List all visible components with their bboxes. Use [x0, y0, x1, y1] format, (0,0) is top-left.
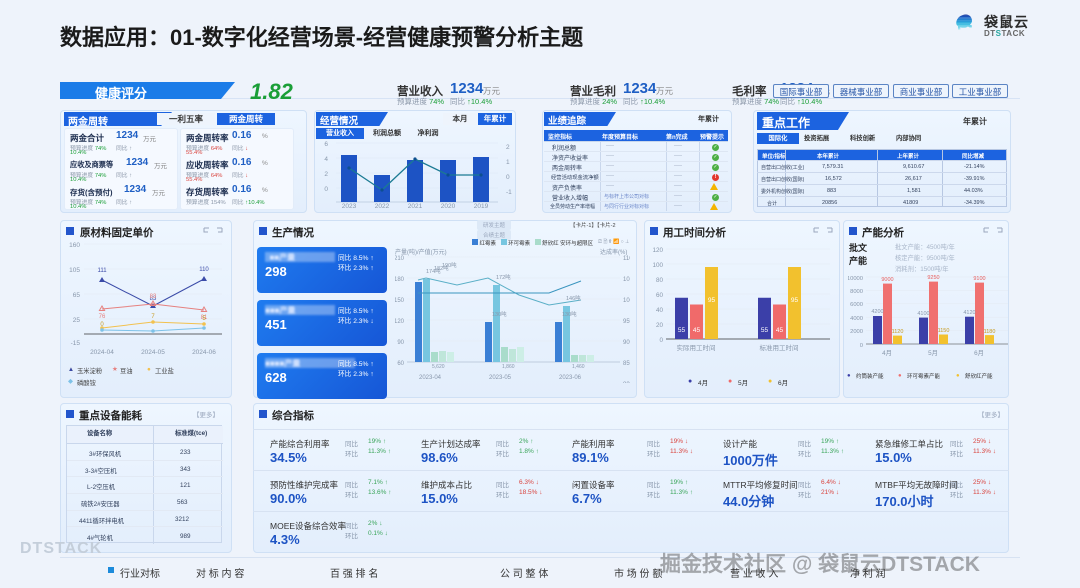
svg-text:0: 0 [659, 337, 663, 344]
svg-text:0: 0 [860, 343, 863, 349]
svg-text:0: 0 [324, 186, 328, 193]
svg-text:110: 110 [199, 267, 209, 273]
svg-text:80: 80 [656, 277, 664, 284]
svg-text:130吨: 130吨 [492, 310, 507, 318]
svg-text:95%: 95% [623, 319, 630, 325]
svg-text:40: 40 [656, 307, 664, 314]
svg-text:2024-05: 2024-05 [141, 349, 165, 356]
svg-text:110%: 110% [623, 256, 630, 262]
svg-text:0: 0 [506, 174, 510, 181]
svg-text:105%: 105% [623, 277, 630, 283]
svg-text:1180: 1180 [984, 329, 996, 335]
svg-text:2023: 2023 [342, 203, 357, 209]
svg-text:95: 95 [708, 297, 716, 304]
svg-text:9250: 9250 [927, 275, 939, 281]
svg-text:90: 90 [397, 340, 404, 346]
svg-text:25: 25 [73, 317, 81, 324]
svg-text:4100: 4100 [917, 311, 929, 317]
svg-text:120: 120 [652, 247, 663, 254]
svg-text:83: 83 [150, 294, 157, 300]
svg-text:-1: -1 [506, 189, 512, 196]
svg-text:45: 45 [693, 327, 701, 334]
svg-text:80%: 80% [623, 382, 630, 383]
svg-text:2023-05: 2023-05 [489, 375, 512, 381]
svg-text:6: 6 [324, 141, 328, 148]
svg-text:4月: 4月 [882, 349, 892, 357]
svg-text:1120: 1120 [892, 329, 904, 335]
svg-text:111: 111 [97, 268, 107, 274]
svg-text:85%: 85% [623, 361, 630, 367]
svg-text:190吨: 190吨 [442, 261, 457, 269]
svg-text:2023-06: 2023-06 [559, 375, 582, 381]
svg-text:130吨: 130吨 [562, 310, 577, 318]
svg-text:4120: 4120 [963, 310, 975, 316]
svg-text:2020: 2020 [441, 203, 456, 209]
svg-text:1150: 1150 [938, 328, 950, 334]
svg-text:55: 55 [678, 327, 686, 334]
svg-text:20: 20 [656, 322, 664, 329]
svg-text:105: 105 [69, 267, 80, 274]
svg-text:2024-04: 2024-04 [90, 349, 114, 356]
svg-text:60: 60 [397, 361, 404, 367]
svg-text:0: 0 [100, 322, 104, 328]
svg-text:172吨: 172吨 [496, 273, 511, 281]
svg-text:2: 2 [506, 144, 510, 151]
svg-text:2019: 2019 [474, 203, 489, 209]
svg-text:2024-06: 2024-06 [192, 349, 216, 356]
svg-text:1,860: 1,860 [502, 364, 515, 370]
svg-text:标准用工时间: 标准用工时间 [760, 343, 799, 352]
svg-text:95: 95 [791, 297, 799, 304]
svg-text:45: 45 [776, 327, 784, 334]
svg-text:8000: 8000 [850, 289, 863, 295]
svg-text:90%: 90% [623, 340, 630, 346]
svg-text:5,620: 5,620 [432, 364, 445, 370]
svg-text:160: 160 [69, 242, 80, 249]
svg-text:210: 210 [395, 256, 405, 262]
svg-text:55: 55 [761, 327, 769, 334]
svg-text:146吨: 146吨 [566, 294, 581, 302]
svg-text:2022: 2022 [375, 203, 390, 209]
svg-text:2000: 2000 [850, 329, 863, 335]
svg-text:-15: -15 [71, 340, 81, 347]
svg-text:6000: 6000 [850, 302, 863, 308]
svg-text:60: 60 [656, 292, 664, 299]
svg-text:9100: 9100 [973, 276, 985, 282]
svg-text:2: 2 [324, 171, 328, 178]
svg-text:9000: 9000 [881, 277, 893, 283]
svg-text:2023-04: 2023-04 [419, 375, 442, 381]
svg-text:1,460: 1,460 [572, 364, 585, 370]
svg-text:4200: 4200 [871, 309, 883, 315]
svg-text:65: 65 [73, 292, 81, 299]
svg-text:100: 100 [652, 262, 663, 269]
svg-text:76: 76 [99, 314, 106, 320]
svg-text:2021: 2021 [408, 203, 423, 209]
svg-text:4: 4 [324, 156, 328, 163]
svg-text:5月: 5月 [928, 349, 938, 357]
svg-text:180: 180 [395, 277, 405, 283]
svg-text:实际用工时间: 实际用工时间 [677, 343, 716, 352]
svg-text:120: 120 [395, 319, 405, 325]
svg-text:1: 1 [506, 159, 510, 166]
svg-text:10000: 10000 [848, 276, 863, 282]
svg-text:100%: 100% [623, 298, 630, 304]
svg-text:4000: 4000 [850, 316, 863, 322]
svg-text:6月: 6月 [974, 349, 984, 357]
svg-text:150: 150 [395, 298, 405, 304]
